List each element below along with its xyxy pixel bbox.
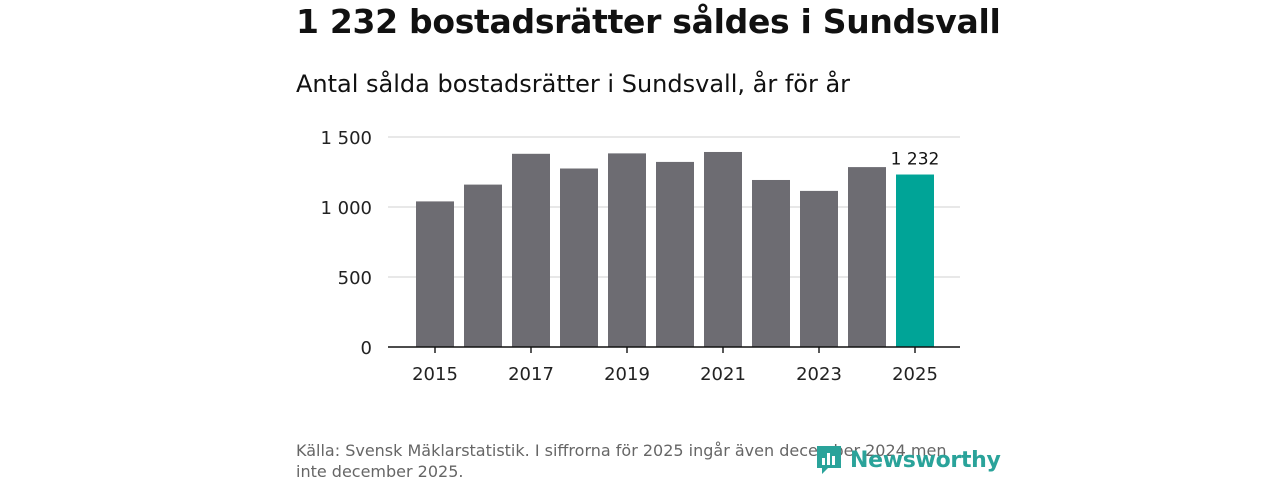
bar-2019 (608, 153, 646, 347)
bar-2018 (560, 168, 598, 347)
x-tick-label: 2017 (508, 364, 554, 385)
bar-2025 (896, 174, 934, 347)
x-tick-label: 2021 (700, 364, 746, 385)
page-title: 1 232 bostadsrätter såldes i Sundsvall (296, 2, 1001, 41)
logo-text: Newsworthy (850, 447, 1001, 473)
newsworthy-logo[interactable]: Newsworthy (814, 444, 1001, 476)
bar-2022 (752, 179, 790, 347)
data-label: 1 232 (891, 150, 940, 170)
bar-2023 (800, 190, 838, 347)
bar-2021 (704, 151, 742, 347)
bar-2020 (656, 161, 694, 347)
chart-subtitle: Antal sålda bostadsrätter i Sundsvall, å… (296, 70, 851, 98)
x-tick-label: 2015 (412, 364, 458, 385)
y-tick-label: 0 (361, 338, 372, 359)
y-tick-label: 1 500 (320, 128, 372, 149)
x-tick-label: 2025 (892, 364, 938, 385)
bar-2016 (464, 184, 502, 347)
y-tick-label: 500 (338, 268, 372, 289)
bar-2024 (848, 167, 886, 347)
bar-2017 (512, 153, 550, 347)
y-tick-label: 1 000 (320, 198, 372, 219)
x-tick-label: 2019 (604, 364, 650, 385)
newsworthy-logo-icon (817, 446, 841, 474)
bar-chart: 0 500 1 000 1 500 2015 2017 2019 2021 2023 2025 1 … (320, 128, 960, 385)
source-note: Källa: Svensk Mäklarstatistik. I siffror… (296, 441, 947, 481)
bar-2015 (416, 201, 454, 347)
x-tick-label: 2023 (796, 364, 842, 385)
